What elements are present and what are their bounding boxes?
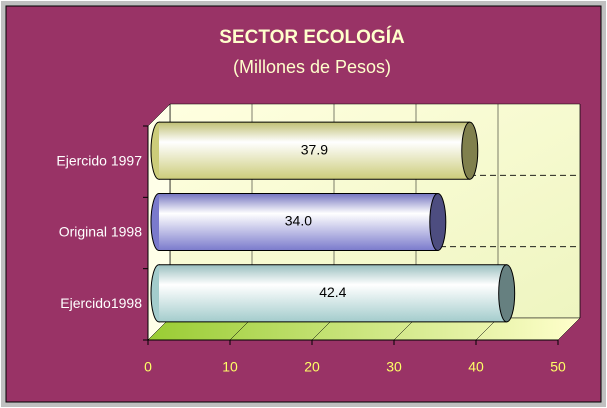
value-label: 42.4: [319, 284, 346, 300]
bar: [159, 122, 470, 180]
floor-grid-line: [557, 317, 581, 341]
bar: [159, 264, 507, 322]
y-tick-label: Ejercido 1997: [56, 152, 142, 168]
bar: [159, 193, 438, 251]
x-tick-label: 30: [386, 359, 402, 375]
value-label: 37.9: [301, 141, 328, 157]
value-label: 34.0: [285, 213, 312, 229]
y-tick-label: Original 1998: [59, 224, 142, 240]
x-tick-label: 40: [468, 359, 484, 375]
x-tick-label: 10: [222, 359, 238, 375]
bar-cap: [498, 264, 516, 323]
bar-cap: [429, 192, 447, 252]
x-tick-label: 0: [144, 359, 152, 375]
bar-cap: [461, 121, 479, 180]
chart-title: SECTOR ECOLOGÍA: [219, 26, 405, 48]
chart-subtitle: (Millones de Pesos): [233, 57, 391, 77]
x-tick-label: 20: [304, 359, 320, 375]
y-tick-label: Ejercido1998: [60, 295, 142, 311]
x-tick-label: 50: [550, 359, 566, 375]
